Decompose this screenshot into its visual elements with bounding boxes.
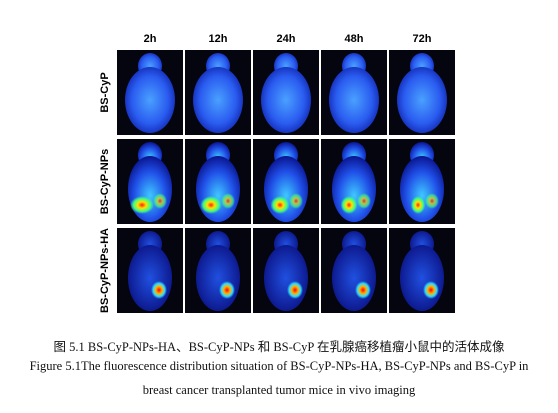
mouse-body <box>128 156 172 222</box>
hotspot <box>221 193 235 209</box>
mouse-image <box>389 139 455 224</box>
mouse-body <box>332 245 376 311</box>
mouse-body <box>193 67 243 133</box>
hotspot <box>151 281 167 299</box>
mouse-image <box>321 228 387 313</box>
mouse-body <box>329 67 379 133</box>
row-label: BS-CyP <box>99 72 111 112</box>
caption-english: Figure 5.1The fluorescence distribution … <box>29 359 529 373</box>
mouse-image <box>117 50 183 135</box>
mouse-image <box>389 50 455 135</box>
caption-english: breast cancer transplanted tumor mice in… <box>142 383 416 397</box>
hotspot <box>130 196 154 214</box>
hotspot <box>287 281 303 299</box>
row-label: BS-CyP-NPs-HA <box>99 228 111 313</box>
hotspot <box>340 196 358 214</box>
hotspot <box>355 281 371 299</box>
mouse-body <box>400 245 444 311</box>
mouse-image <box>253 228 319 313</box>
mouse-image <box>321 139 387 224</box>
mouse-image <box>117 139 183 224</box>
mouse-image <box>185 50 251 135</box>
mouse-body <box>264 156 308 222</box>
mouse-image <box>389 228 455 313</box>
hotspot <box>153 193 167 209</box>
mouse-image <box>185 228 251 313</box>
hotspot <box>423 281 439 299</box>
mouse-body <box>196 156 240 222</box>
hotspot <box>425 193 439 209</box>
mouse-body <box>264 245 308 311</box>
hotspot <box>200 196 222 214</box>
mouse-body <box>196 245 240 311</box>
caption-chinese: 图 5.1 BS-CyP-NPs-HA、BS-CyP-NPs 和 BS-CyP … <box>53 340 505 354</box>
hotspot <box>410 196 426 214</box>
mouse-image <box>185 139 251 224</box>
row-label: BS-CyP-NPs <box>99 149 111 214</box>
hotspot <box>289 193 303 209</box>
column-label: 48h <box>345 33 364 45</box>
column-label: 2h <box>144 33 157 45</box>
hotspot <box>270 196 290 214</box>
mouse-body <box>128 245 172 311</box>
mouse-body <box>125 67 175 133</box>
mouse-image <box>321 50 387 135</box>
hotspot <box>357 193 371 209</box>
hotspot <box>219 281 235 299</box>
column-label: 24h <box>277 33 296 45</box>
mouse-body <box>397 67 447 133</box>
mouse-image <box>117 228 183 313</box>
mouse-body <box>261 67 311 133</box>
mouse-image <box>253 139 319 224</box>
column-label: 72h <box>413 33 432 45</box>
column-label: 12h <box>209 33 228 45</box>
mouse-image <box>253 50 319 135</box>
figure: 2h 12h 24h 48h 72h BS-CyP BS-CyP-NPs BS-CyP-NPs… <box>99 33 455 313</box>
